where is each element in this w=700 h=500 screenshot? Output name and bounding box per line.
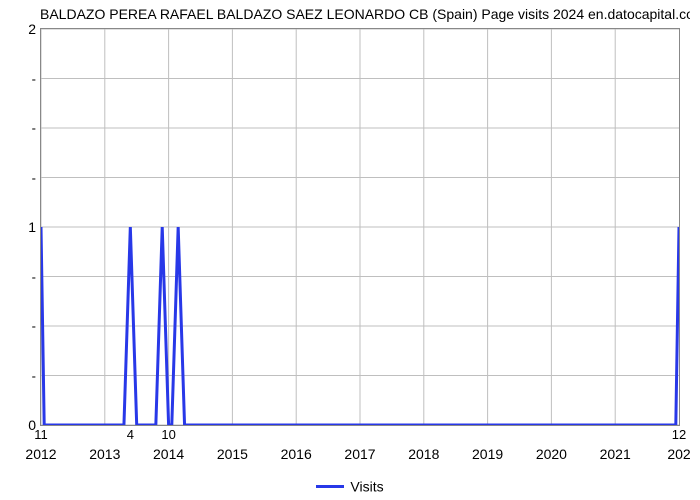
y-minor-tick: - (6, 170, 36, 185)
x-tick-label: 2021 (600, 446, 631, 462)
y-tick-label: 0 (6, 417, 36, 433)
y-minor-tick: - (6, 368, 36, 383)
x-tick-label: 2017 (344, 446, 375, 462)
y-minor-tick: - (6, 121, 36, 136)
x-tick-label: 2013 (89, 446, 120, 462)
y-minor-tick: - (6, 319, 36, 334)
data-point-label: 11 (34, 427, 48, 442)
x-tick-label: 2016 (281, 446, 312, 462)
legend: Visits (0, 477, 700, 494)
x-tick-label: 2012 (25, 446, 56, 462)
y-minor-tick: - (6, 269, 36, 284)
y-tick-label: 1 (6, 219, 36, 235)
data-point-label: 10 (161, 427, 175, 442)
x-tick-label: 202 (667, 446, 690, 462)
data-point-label: 12 (672, 427, 686, 442)
x-tick-label: 2020 (536, 446, 567, 462)
y-tick-label: 2 (6, 21, 36, 37)
x-tick-label: 2014 (153, 446, 184, 462)
x-tick-label: 2018 (408, 446, 439, 462)
x-tick-label: 2019 (472, 446, 503, 462)
legend-swatch (316, 485, 344, 488)
data-point-label: 4 (127, 427, 134, 442)
chart-title: BALDAZO PEREA RAFAEL BALDAZO SAEZ LEONAR… (40, 6, 690, 22)
y-minor-tick: - (6, 71, 36, 86)
plot-area (40, 28, 680, 426)
x-tick-label: 2015 (217, 446, 248, 462)
chart-svg (41, 29, 679, 425)
legend-label: Visits (350, 478, 383, 494)
